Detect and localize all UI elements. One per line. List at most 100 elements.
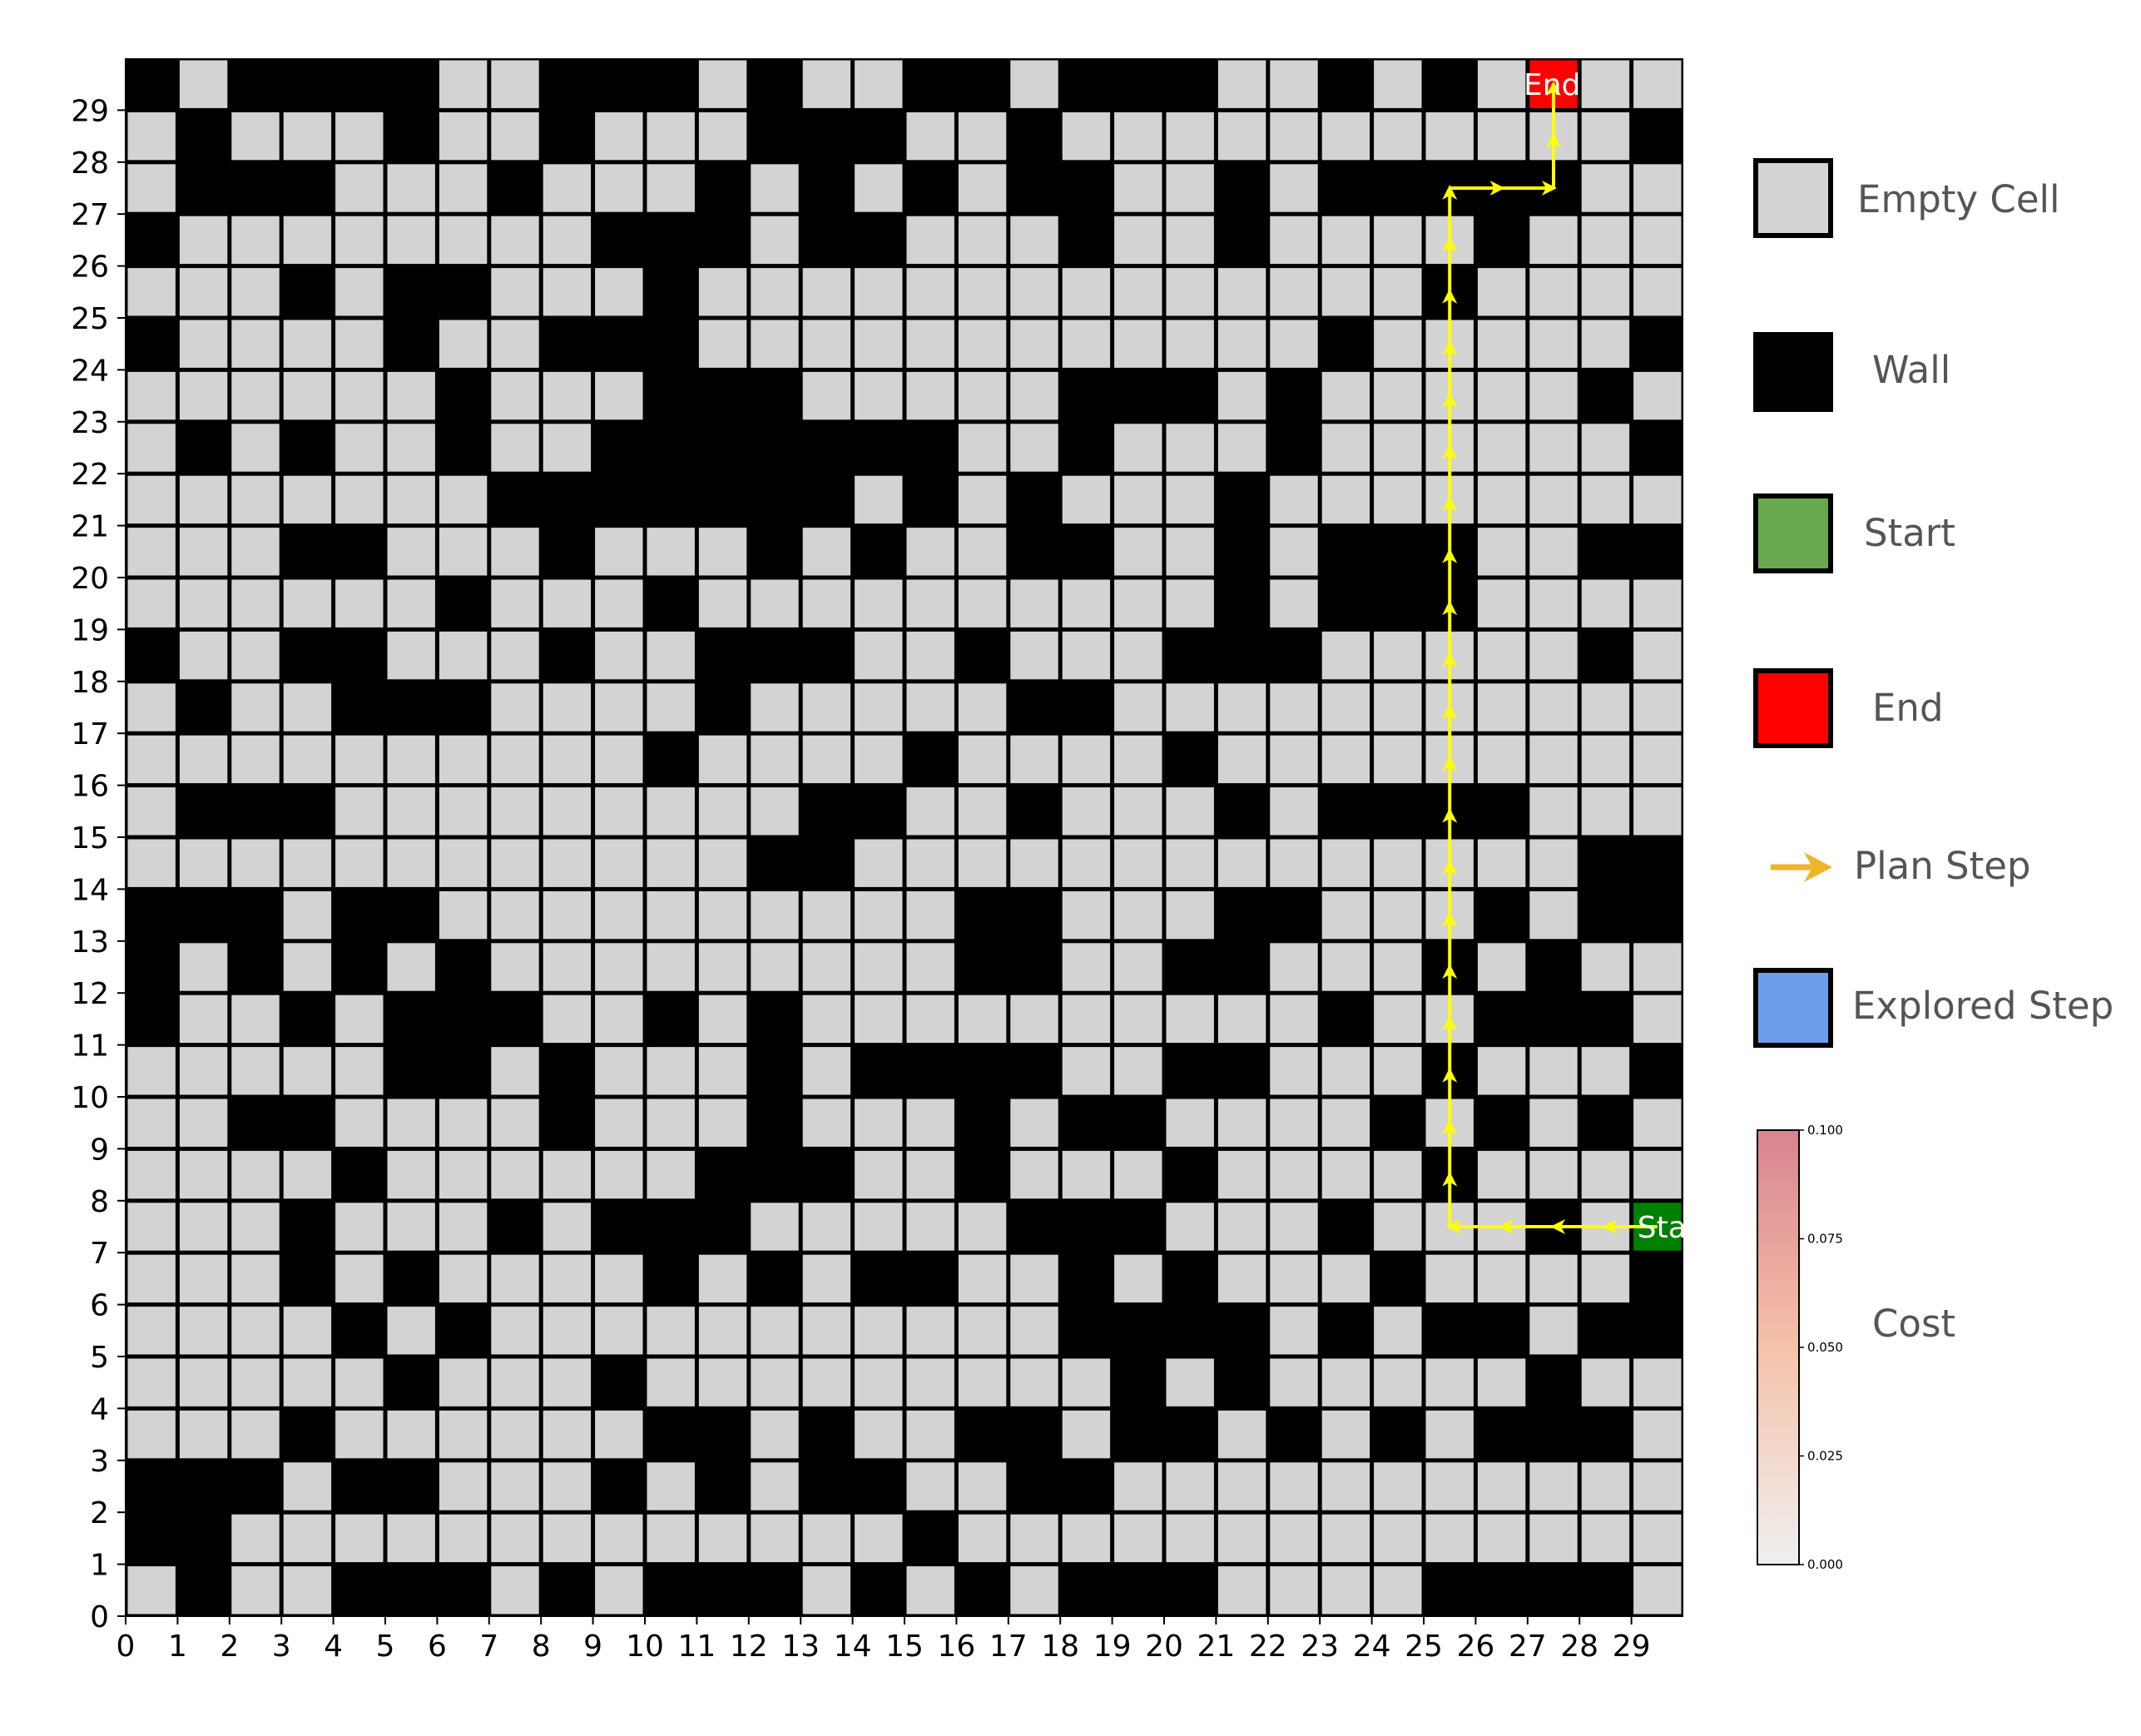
y-tick-label: 29 [71, 94, 109, 128]
empty-cell [1374, 1307, 1422, 1355]
empty-cell [439, 1203, 488, 1251]
empty-cell [698, 839, 747, 887]
empty-cell [1633, 1462, 1682, 1510]
empty-cell [1581, 683, 1630, 732]
empty-cell [1114, 683, 1162, 732]
y-tick-label: 21 [71, 510, 109, 544]
empty-cell [595, 268, 643, 316]
empty-cell [1374, 1514, 1422, 1563]
maze-border [126, 58, 1683, 1616]
empty-cell [1217, 1150, 1266, 1199]
empty-cell [1010, 839, 1058, 887]
empty-cell [491, 1566, 539, 1614]
x-tick-label: 18 [1041, 1629, 1079, 1664]
empty-cell [751, 890, 799, 940]
empty-cell [491, 424, 539, 472]
empty-cell [855, 890, 903, 940]
empty-cell [595, 1514, 643, 1563]
empty-cell [1633, 994, 1682, 1044]
empty-cell [751, 1410, 799, 1459]
empty-cell [1477, 1254, 1526, 1303]
empty-cell [1633, 579, 1682, 627]
empty-cell [1477, 1462, 1526, 1510]
empty-cell [802, 60, 851, 108]
empty-cell [647, 1358, 695, 1406]
empty-cell [231, 268, 280, 316]
empty-cell [958, 112, 1007, 161]
empty-cell [958, 683, 1007, 732]
empty-cell [906, 683, 954, 732]
y-tick-label: 22 [71, 458, 109, 492]
empty-cell [543, 268, 592, 316]
empty-cell [1581, 1358, 1630, 1406]
empty-cell [543, 683, 592, 732]
empty-cell [698, 268, 747, 316]
empty-cell [179, 268, 228, 316]
empty-cell [1477, 735, 1526, 784]
empty-cell [1166, 216, 1214, 265]
legend: Empty Cell Wall Start End Plan Step Expl… [1753, 158, 2114, 1048]
empty-cell [647, 943, 695, 991]
empty-cell [491, 268, 539, 316]
empty-cell [1321, 268, 1370, 316]
empty-cell [439, 1358, 488, 1406]
empty-cell [1010, 60, 1058, 108]
empty-cell [647, 1047, 695, 1095]
empty-cell [179, 1047, 228, 1095]
empty-cell [231, 216, 280, 265]
empty-cell [335, 1254, 384, 1303]
empty-cell [595, 735, 643, 784]
empty-cell [1166, 475, 1214, 524]
y-tick-label: 12 [71, 977, 109, 1011]
empty-cell [231, 1254, 280, 1303]
empty-cell [179, 475, 228, 524]
empty-cell [906, 890, 954, 940]
empty-cell [1581, 1047, 1630, 1095]
empty-cell [1062, 112, 1111, 161]
empty-cell [179, 579, 228, 627]
empty-cell [595, 1150, 643, 1199]
empty-cell [543, 1462, 592, 1510]
empty-cell [335, 475, 384, 524]
x-tick-label: 11 [677, 1629, 716, 1664]
empty-cell [1581, 1514, 1630, 1563]
empty-cell [595, 631, 643, 680]
empty-cell [179, 1358, 228, 1406]
empty-cell [283, 1307, 332, 1355]
empty-cell [1217, 839, 1266, 887]
empty-cell [802, 1358, 851, 1406]
empty-cell [1114, 787, 1162, 836]
empty-cell [1529, 424, 1578, 472]
y-tick-label: 1 [90, 1549, 109, 1583]
empty-cell [1062, 320, 1111, 368]
empty-cell [283, 579, 332, 627]
empty-cell [855, 1203, 903, 1251]
empty-cell [1581, 735, 1630, 784]
empty-cell [439, 320, 488, 368]
empty-cell [802, 268, 851, 316]
empty-cell [491, 735, 539, 784]
empty-cell [698, 1047, 747, 1095]
empty-cell [1166, 320, 1214, 368]
empty-cell [491, 890, 539, 940]
empty-cell [491, 1307, 539, 1355]
empty-cell [1270, 320, 1318, 368]
empty-cell [1425, 1254, 1474, 1303]
empty-cell [1633, 683, 1682, 732]
empty-cell [439, 1462, 488, 1510]
empty-cell [439, 528, 488, 576]
empty-cell [1477, 112, 1526, 161]
x-tick-label: 10 [626, 1629, 664, 1664]
empty-cell [1321, 683, 1370, 732]
empty-cell [231, 371, 280, 420]
empty-cell [179, 1150, 228, 1199]
empty-cell [179, 1203, 228, 1251]
empty-cell [1477, 1358, 1526, 1406]
empty-cell [127, 1203, 176, 1251]
empty-cell [855, 268, 903, 316]
empty-cell [647, 839, 695, 887]
empty-cell [231, 1047, 280, 1095]
empty-cell [1374, 1150, 1422, 1199]
empty-cell [1166, 528, 1214, 576]
empty-cell [595, 1307, 643, 1355]
